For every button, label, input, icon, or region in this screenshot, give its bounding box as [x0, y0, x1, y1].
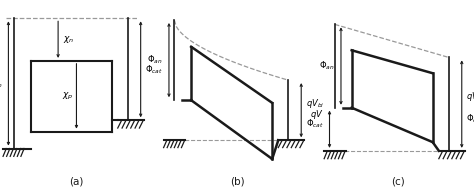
Text: $\Phi_{an}$: $\Phi_{an}$ — [0, 77, 2, 90]
Text: $\chi_n$: $\chi_n$ — [63, 34, 74, 45]
Text: $\Phi_{cat}$: $\Phi_{cat}$ — [145, 63, 163, 76]
Text: $\chi_p$: $\chi_p$ — [62, 91, 73, 102]
Text: (b): (b) — [230, 177, 244, 187]
Text: $qV_{bi}$: $qV_{bi}$ — [306, 97, 324, 110]
Text: $\Phi_{cat}$: $\Phi_{cat}$ — [466, 112, 474, 125]
Text: (a): (a) — [69, 177, 83, 187]
Text: $qV_{bi}$: $qV_{bi}$ — [466, 90, 474, 104]
Text: $\Phi_{an}$: $\Phi_{an}$ — [319, 60, 335, 72]
Text: $\Phi_{cat}$: $\Phi_{cat}$ — [306, 117, 324, 130]
Text: (c): (c) — [391, 177, 404, 187]
Text: $\Phi_{an}$: $\Phi_{an}$ — [147, 54, 163, 66]
Text: $qV$: $qV$ — [310, 108, 323, 121]
